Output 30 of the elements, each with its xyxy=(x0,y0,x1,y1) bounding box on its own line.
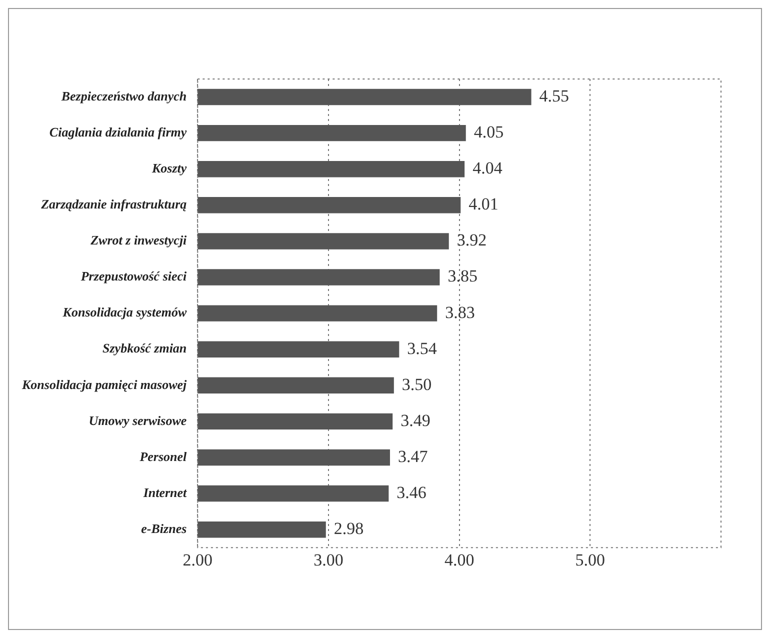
y-tick-label: Przepustowość sieci xyxy=(80,268,188,284)
x-tick-label: 4.00 xyxy=(444,550,474,570)
data-label: 4.04 xyxy=(472,158,503,178)
data-label: 3.85 xyxy=(448,266,478,286)
data-label: 3.49 xyxy=(400,410,430,430)
data-label: 3.83 xyxy=(445,302,475,322)
data-label: 4.05 xyxy=(474,122,504,142)
data-label: 3.46 xyxy=(396,483,426,502)
y-tick-label: Bezpieczeństwo danych xyxy=(60,88,187,104)
x-tick-label: 5.00 xyxy=(575,550,606,570)
data-label: 4.01 xyxy=(468,194,498,214)
data-label: 3.92 xyxy=(456,230,487,250)
y-tick-label: Zarządzanie infrastrukturą xyxy=(40,196,188,212)
y-tick-label: Internet xyxy=(142,484,188,500)
data-label: 3.50 xyxy=(402,374,432,394)
y-tick-label: Szybkość zmian xyxy=(102,340,187,356)
y-tick-label: Zwrot z inwestycji xyxy=(90,232,188,248)
y-tick-label: Umowy serwisowe xyxy=(88,412,187,428)
y-tick-label: Konsolidacja pamięci masowej xyxy=(20,376,188,392)
data-label: 4.55 xyxy=(539,86,570,106)
y-tick-label: Ciaglania dzialania firmy xyxy=(49,124,187,140)
data-label: 3.47 xyxy=(398,446,428,466)
data-label: 3.54 xyxy=(407,338,438,358)
y-tick-label: Personel xyxy=(140,448,188,464)
x-tick-label: 3.00 xyxy=(314,550,344,570)
data-label: 2.98 xyxy=(334,519,364,538)
y-tick-label: Koszty xyxy=(150,160,187,176)
y-tick-label: e-Biznes xyxy=(141,520,187,536)
x-tick-label: 2.00 xyxy=(182,550,213,570)
y-tick-label: Konsolidacja systemów xyxy=(62,304,187,320)
